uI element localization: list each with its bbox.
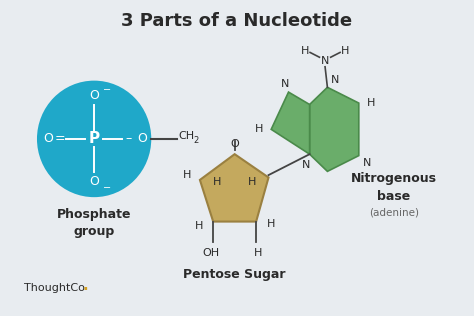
Text: N: N xyxy=(321,56,329,66)
Text: Nitrogenous: Nitrogenous xyxy=(351,172,437,185)
Text: H: H xyxy=(266,219,275,229)
Text: Phosphate: Phosphate xyxy=(57,208,131,221)
Text: OH: OH xyxy=(202,248,219,258)
Text: H: H xyxy=(213,177,221,187)
Text: N: N xyxy=(331,75,339,85)
Text: CH: CH xyxy=(178,131,194,141)
Text: .: . xyxy=(82,278,88,293)
Text: N: N xyxy=(281,79,289,89)
Text: =: = xyxy=(55,132,65,145)
Polygon shape xyxy=(200,154,269,222)
Text: O: O xyxy=(137,132,147,145)
Text: O: O xyxy=(230,139,239,149)
Text: 2: 2 xyxy=(193,136,199,145)
Text: H: H xyxy=(194,221,203,231)
Text: N: N xyxy=(301,160,310,170)
Polygon shape xyxy=(310,87,359,171)
Text: group: group xyxy=(73,225,115,238)
Text: O: O xyxy=(89,175,99,188)
Text: –: – xyxy=(125,132,131,145)
Text: H: H xyxy=(248,177,256,187)
Text: H: H xyxy=(367,98,375,108)
Text: H: H xyxy=(183,170,191,180)
Text: (adenine): (adenine) xyxy=(369,207,419,217)
Text: H: H xyxy=(340,46,349,56)
Text: H: H xyxy=(255,124,263,134)
Text: −: − xyxy=(103,85,111,95)
Text: O: O xyxy=(89,89,99,102)
Circle shape xyxy=(37,81,151,197)
Text: ThoughtCo: ThoughtCo xyxy=(24,283,85,293)
Text: Pentose Sugar: Pentose Sugar xyxy=(183,268,286,281)
Text: H: H xyxy=(254,248,263,258)
Text: 3 Parts of a Nucleotide: 3 Parts of a Nucleotide xyxy=(121,12,353,30)
Text: −: − xyxy=(103,183,111,193)
Text: O: O xyxy=(44,132,54,145)
Text: P: P xyxy=(89,131,100,146)
Text: H: H xyxy=(301,46,310,56)
Polygon shape xyxy=(271,92,310,154)
Text: N: N xyxy=(363,158,371,168)
Text: base: base xyxy=(377,190,410,203)
